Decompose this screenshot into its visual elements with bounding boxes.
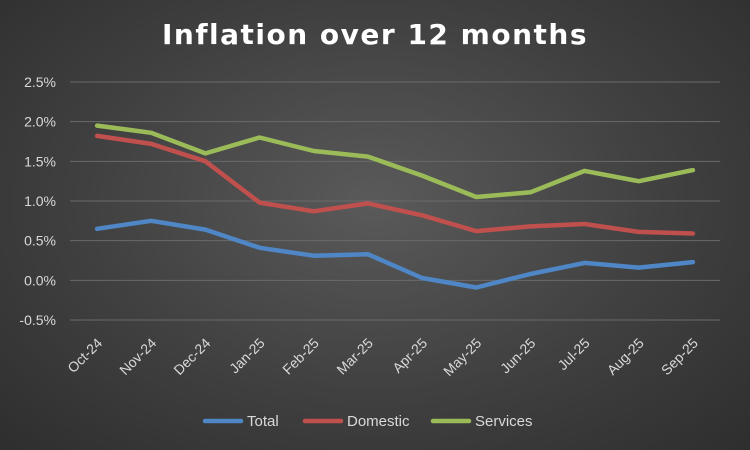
y-tick-label: -0.5%: [19, 312, 56, 328]
series-line-services: [94, 123, 696, 200]
x-tick-label: Jan-25: [226, 335, 268, 377]
x-tick-label: Oct-24: [64, 335, 105, 376]
y-tick-label: 0.0%: [24, 272, 56, 288]
legend-label-services: Services: [475, 413, 533, 430]
chart-title: Inflation over 12 months: [161, 18, 588, 51]
y-tick-label: 1.0%: [24, 193, 56, 209]
gridlines: [70, 81, 720, 321]
series-line-total: [94, 218, 696, 290]
x-tick-label: May-25: [440, 335, 484, 379]
x-tick-label: Nov-24: [116, 335, 159, 378]
x-tick-label: Aug-25: [604, 335, 647, 378]
y-tick-label: 0.5%: [24, 233, 56, 249]
legend-label-domestic: Domestic: [347, 413, 410, 430]
x-tick-label: Mar-25: [333, 335, 376, 378]
y-tick-label: 2.0%: [24, 114, 56, 130]
x-tick-label: Jun-25: [497, 335, 539, 377]
x-tick-label: Apr-25: [389, 335, 430, 376]
x-tick-label: Dec-24: [170, 335, 213, 378]
y-tick-label: 2.5%: [24, 74, 56, 90]
x-tick-label: Feb-25: [279, 335, 322, 378]
legend-label-total: Total: [247, 413, 279, 430]
series-line-domestic: [94, 133, 696, 236]
x-tick-label: Sep-25: [658, 335, 701, 378]
y-tick-label: 1.5%: [24, 153, 56, 169]
x-tick-label: Jul-25: [554, 335, 592, 373]
